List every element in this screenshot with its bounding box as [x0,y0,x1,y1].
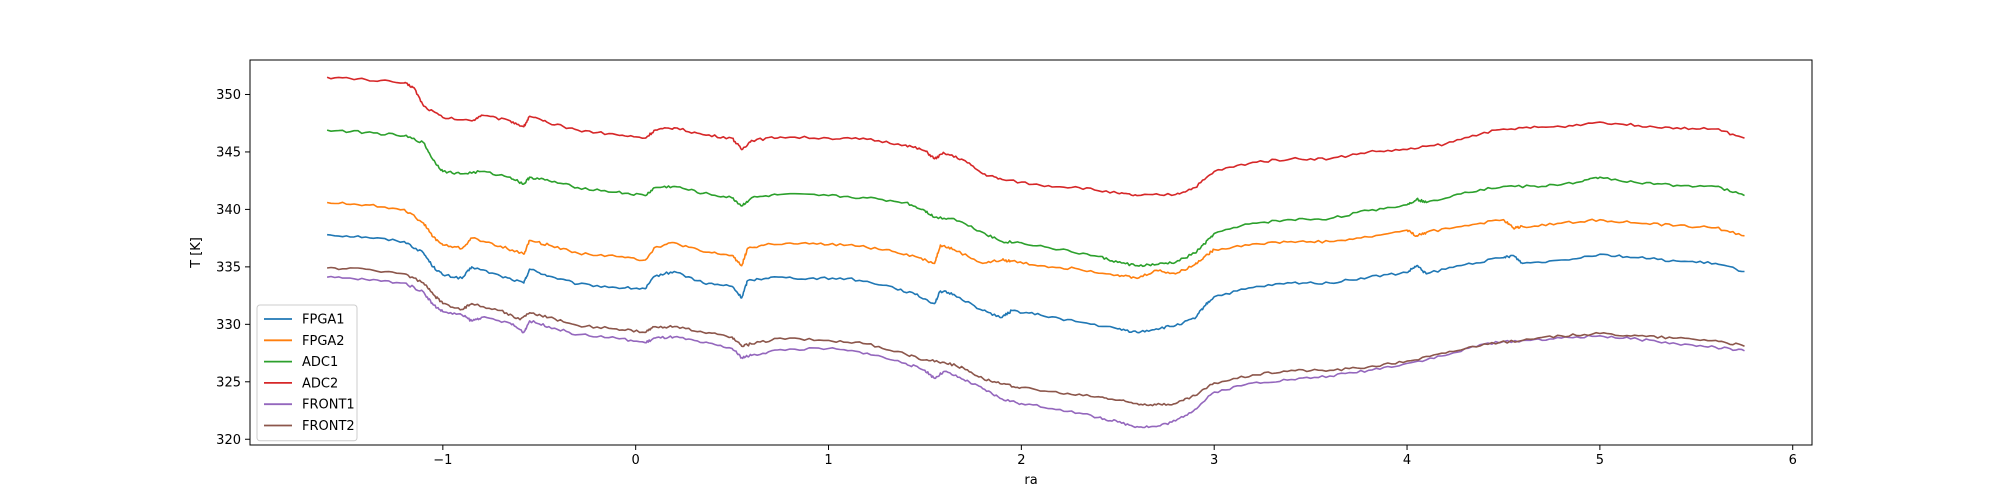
series-line-front1 [326,275,1745,429]
x-tick-label: −1 [433,453,452,468]
x-axis-label: ra [1024,473,1037,488]
legend-label-adc2: ADC2 [302,376,338,391]
x-tick-label: 6 [1789,453,1797,468]
y-axis-label: T [K] [189,237,204,269]
y-axis: 320 325 330 335 340 345 350 [216,88,250,448]
legend-label-adc1: ADC1 [302,355,338,370]
y-tick-label: 320 [216,433,241,448]
legend-label-front2: FRONT2 [302,419,355,434]
legend-label-fpga2: FPGA2 [302,334,345,349]
x-tick-label: 3 [1210,453,1218,468]
legend-label-front1: FRONT1 [302,398,355,413]
series-line-fpga1 [327,233,1745,334]
y-tick-label: 340 [216,203,241,218]
x-tick-label: 5 [1596,453,1604,468]
x-tick-label: 4 [1403,453,1411,468]
series-line-adc2 [326,76,1745,197]
series-line-front2 [326,266,1745,407]
legend-label-fpga1: FPGA1 [302,313,345,328]
plot-frame [249,59,1813,446]
x-tick-label: 0 [632,453,640,468]
y-tick-label: 345 [216,145,241,160]
series-line-fpga2 [326,201,1745,280]
y-tick-label: 335 [216,260,241,275]
y-tick-label: 330 [216,318,241,333]
legend-box [256,304,358,442]
y-tick-label: 350 [216,88,241,103]
x-axis: −1 0 1 2 3 4 5 6 [433,445,1797,468]
x-tick-label: 2 [1017,453,1025,468]
series-layer [326,76,1745,429]
y-tick-label: 325 [216,375,241,390]
legend: FPGA1 FPGA2 ADC1 ADC2 FRONT1 FRONT2 [256,304,358,442]
x-tick-label: 1 [824,453,832,468]
series-line-adc1 [326,129,1745,268]
